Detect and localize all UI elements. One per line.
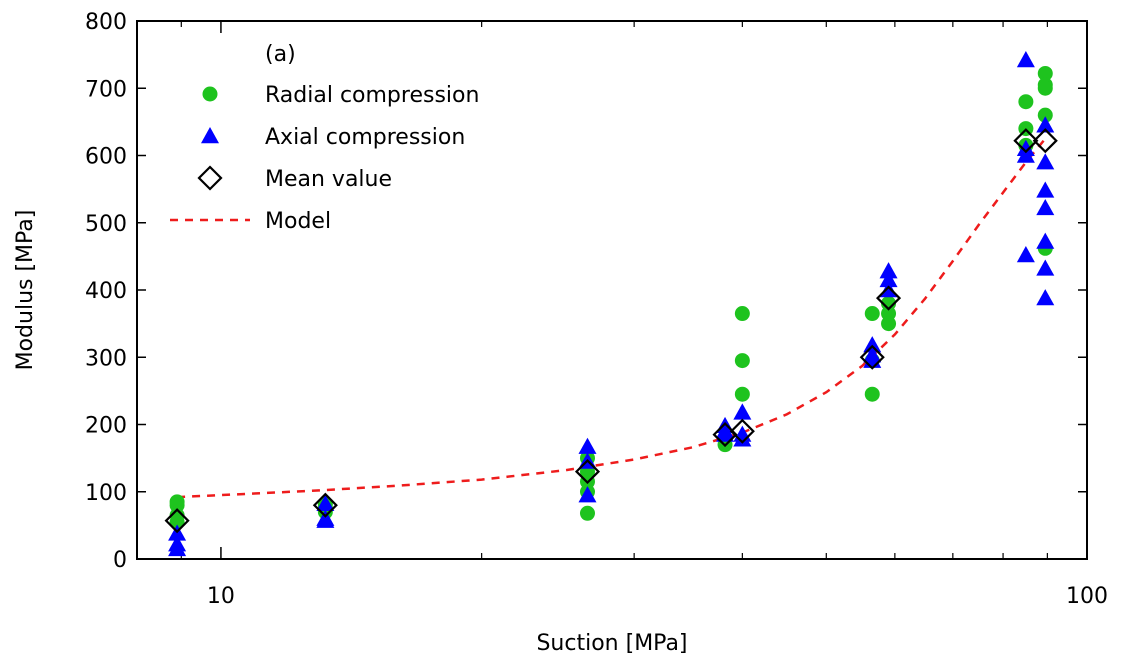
- data-point: [1032, 128, 1058, 154]
- data-point: [312, 492, 338, 518]
- data-point: [734, 353, 750, 369]
- data-point: [1036, 232, 1055, 249]
- data-point: [1036, 116, 1055, 133]
- panel-label: (a): [265, 42, 296, 67]
- y-tick-label: 400: [85, 279, 127, 304]
- legend-symbol-triangle: [201, 127, 219, 144]
- data-point: [1016, 246, 1035, 263]
- y-tick-label: 800: [85, 10, 127, 35]
- y-tick-label: 500: [85, 212, 127, 237]
- data-point: [879, 262, 898, 279]
- legend: (a) Radial compression Axial compression M…: [170, 42, 479, 234]
- data-point: [734, 306, 750, 322]
- data-point: [1013, 128, 1039, 154]
- data-point: [1036, 259, 1055, 276]
- data-point: [578, 486, 597, 503]
- data-point: [578, 437, 597, 454]
- data-point: [169, 514, 185, 530]
- data-point: [574, 459, 601, 485]
- data-point: [1018, 94, 1034, 110]
- legend-label: Mean value: [265, 167, 392, 192]
- data-point: [1037, 65, 1053, 81]
- data-point: [729, 418, 755, 444]
- data-point: [1036, 153, 1055, 170]
- data-point: [881, 316, 897, 332]
- data-point: [1036, 198, 1055, 216]
- x-tick-label: 10: [207, 584, 235, 609]
- x-tick-label: 100: [1066, 584, 1108, 609]
- data-point: [864, 386, 880, 402]
- y-tick-label: 600: [85, 145, 127, 170]
- legend-symbol-diamond: [197, 165, 223, 191]
- data-point: [1036, 289, 1055, 306]
- data-point: [1037, 107, 1053, 123]
- data-point: [168, 539, 187, 557]
- x-axis: 10 100: [136, 21, 1108, 609]
- y-tick-label: 100: [85, 481, 127, 506]
- data-marks: [164, 51, 1058, 557]
- model-line: [177, 137, 1047, 499]
- data-point: [879, 281, 898, 298]
- y-tick-label: 300: [85, 346, 127, 371]
- y-tick-label: 0: [113, 548, 127, 573]
- legend-label: Model: [265, 209, 331, 234]
- data-point: [859, 344, 885, 370]
- data-point: [1016, 51, 1035, 68]
- x-axis-title: Suction [MPa]: [536, 631, 687, 656]
- data-point: [734, 386, 750, 402]
- series-diamond: [164, 128, 1058, 534]
- data-point: [316, 494, 335, 512]
- data-point: [1016, 146, 1035, 163]
- y-tick-label: 200: [85, 414, 127, 439]
- legend-symbol-circle: [202, 86, 218, 102]
- data-point: [716, 425, 735, 442]
- data-point: [733, 430, 752, 447]
- data-point: [316, 511, 335, 528]
- legend-label: Radial compression: [265, 83, 479, 108]
- data-point: [875, 285, 902, 311]
- data-point: [1036, 181, 1055, 198]
- data-point: [879, 270, 898, 288]
- data-point: [864, 306, 880, 322]
- data-point: [863, 336, 882, 353]
- y-axis-title: Modulus [MPa]: [13, 210, 38, 371]
- series-triangle: [168, 51, 1055, 557]
- y-axis: 0 100 200 300 400 500 600 700 800: [85, 10, 1087, 573]
- data-point: [579, 505, 595, 521]
- data-point: [733, 403, 752, 420]
- data-point: [164, 508, 190, 534]
- y-tick-label: 700: [85, 77, 127, 102]
- data-point: [1037, 80, 1053, 96]
- legend-label: Axial compression: [265, 125, 465, 150]
